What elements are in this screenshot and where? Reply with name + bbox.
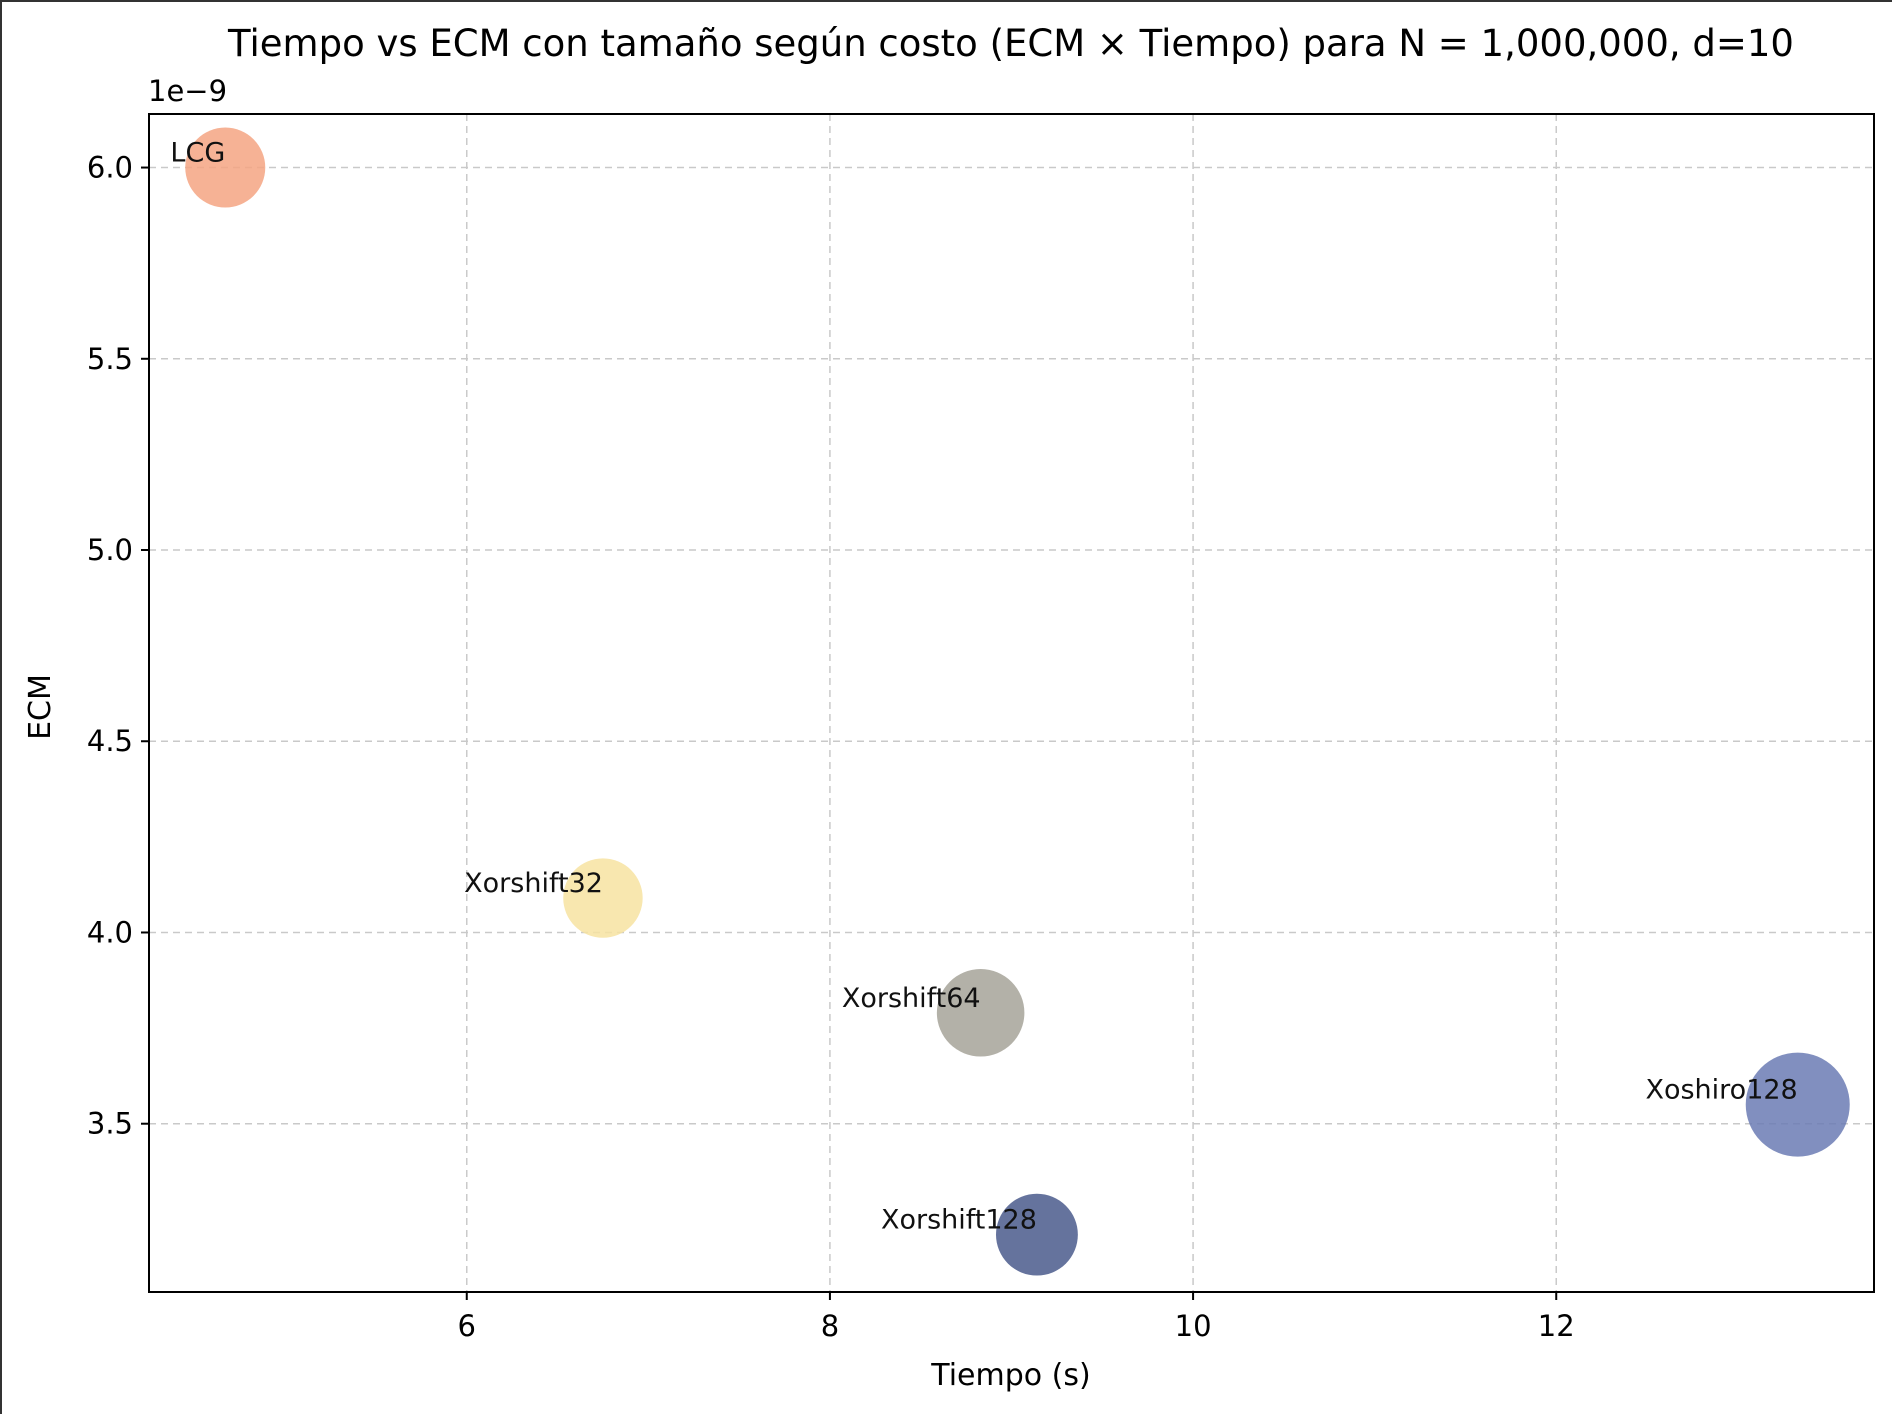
x-tick-label: 12 xyxy=(1538,1309,1575,1343)
plot-area-border xyxy=(148,113,1875,1293)
x-tick-label: 8 xyxy=(821,1309,839,1343)
y-tick-label: 6.0 xyxy=(87,151,133,185)
y-tick-label: 4.0 xyxy=(87,915,133,949)
point-xoshiro128 xyxy=(1745,1052,1850,1157)
point-label-xoshiro128: Xoshiro128 xyxy=(1645,1075,1797,1106)
grid-lines xyxy=(149,114,1874,1292)
x-tick-label: 6 xyxy=(458,1309,476,1343)
point-label-xorshift64: Xorshift64 xyxy=(842,983,981,1014)
point-label-lcg: LCG xyxy=(170,138,225,169)
point-xorshift64 xyxy=(936,969,1025,1057)
y-tick-label: 5.5 xyxy=(87,342,133,376)
x-axis-label: Tiempo (s) xyxy=(930,1358,1090,1393)
y-tick-label: 3.5 xyxy=(87,1107,133,1141)
point-xorshift32 xyxy=(563,858,643,938)
y-tick-label: 5.0 xyxy=(87,533,133,567)
point-xorshift128 xyxy=(995,1193,1078,1276)
point-label-xorshift128: Xorshift128 xyxy=(881,1205,1037,1236)
chart-title: Tiempo vs ECM con tamaño según costo (EC… xyxy=(227,22,1794,65)
x-tick-label: 10 xyxy=(1175,1309,1212,1343)
x-axis-ticks: 6 8 10 12 xyxy=(458,1292,1575,1343)
y-tick-label: 4.5 xyxy=(87,724,133,758)
y-axis-ticks: 3.5 4.0 4.5 5.0 5.5 6.0 xyxy=(87,151,149,1141)
point-labels: LCG Xorshift32 Xorshift64 Xorshift128 Xoshir… xyxy=(170,138,1797,1236)
point-label-xorshift32: Xorshift32 xyxy=(464,868,603,899)
y-offset-label: 1e−9 xyxy=(148,74,227,108)
point-lcg xyxy=(185,127,266,208)
data-points xyxy=(185,127,1850,1276)
y-axis-label: ECM xyxy=(23,674,58,740)
